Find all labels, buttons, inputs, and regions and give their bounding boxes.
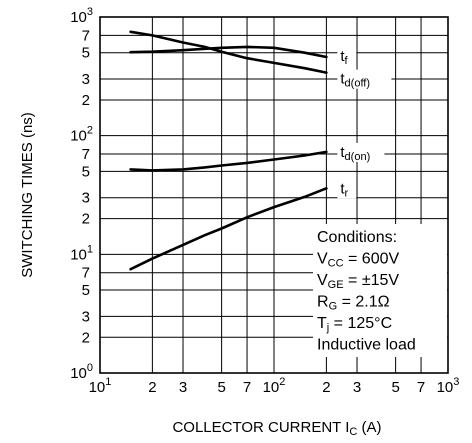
series-line-tdoff bbox=[129, 30, 328, 74]
series-labels: tf td(off) td(on) tr bbox=[337, 47, 392, 199]
y-tick-label: 3 bbox=[82, 71, 90, 88]
condition-line: Tj = 125°C bbox=[317, 315, 392, 334]
condition-line: RG = 2.1Ω bbox=[317, 294, 390, 313]
series-lines bbox=[129, 30, 328, 271]
x-tick-label: 7 bbox=[243, 379, 251, 396]
plot-border bbox=[99, 16, 449, 374]
series-label-bg bbox=[337, 47, 357, 67]
y-tick-label: 7 bbox=[82, 265, 90, 282]
y-tick-label: 7 bbox=[82, 27, 90, 44]
series-label-tf: tf bbox=[340, 48, 348, 67]
series-line-tdon bbox=[129, 150, 328, 172]
y-tick-label: 101 bbox=[70, 243, 93, 263]
x-tick-label: 2 bbox=[322, 379, 330, 396]
y-tick-label: 103 bbox=[70, 6, 93, 26]
y-tick-label: 5 bbox=[82, 163, 90, 180]
conditions-box: Conditions: VCC = 600V VGE = ±15V RG = 2.1Ω… bbox=[313, 224, 447, 357]
series-label-tdon: td(on) bbox=[340, 144, 370, 163]
x-tick-label: 2 bbox=[148, 379, 156, 396]
y-tick-label: 3 bbox=[82, 190, 90, 207]
conditions-bg bbox=[313, 224, 447, 357]
x-tick-label: 101 bbox=[89, 376, 112, 396]
y-tick-label: 3 bbox=[82, 308, 90, 325]
y-tick-label: 102 bbox=[70, 125, 93, 145]
series-label-bg bbox=[337, 142, 385, 162]
y-axis-label: SWITCHING TIMES (ns) bbox=[19, 112, 36, 278]
x-tick-label: 3 bbox=[179, 379, 187, 396]
y-tick-label: 2 bbox=[82, 211, 90, 228]
y-tick-label: 100 bbox=[70, 362, 93, 382]
y-tick-label: 5 bbox=[82, 45, 90, 62]
x-tick-label: 103 bbox=[437, 376, 460, 396]
series-line-tr bbox=[129, 187, 328, 271]
series-label-bg bbox=[337, 69, 392, 89]
condition-line: Inductive load bbox=[317, 337, 416, 354]
condition-line: VGE = ±15V bbox=[317, 272, 399, 291]
x-tick-label: 7 bbox=[417, 379, 425, 396]
x-tick-label: 102 bbox=[263, 376, 286, 396]
x-tick-label: 5 bbox=[217, 379, 225, 396]
condition-line: VCC = 600V bbox=[317, 251, 399, 270]
y-tick-label: 7 bbox=[82, 146, 90, 163]
y-tick-label: 5 bbox=[82, 282, 90, 299]
x-tick-labels: 101 2 3 5 7 102 2 3 5 7 103 bbox=[89, 376, 460, 396]
y-tick-label: 2 bbox=[82, 329, 90, 346]
series-line-tf bbox=[129, 45, 328, 59]
x-tick-label: 3 bbox=[353, 379, 361, 396]
x-tick-label: 5 bbox=[391, 379, 399, 396]
x-axis-label: COLLECTOR CURRENT IC (A) bbox=[172, 419, 381, 438]
series-label-bg bbox=[337, 179, 357, 199]
conditions-title: Conditions: bbox=[317, 229, 397, 246]
series-label-tr: tr bbox=[340, 180, 348, 199]
series-label-tdoff: td(off) bbox=[340, 71, 370, 90]
plot-frame bbox=[99, 16, 449, 374]
y-tick-label: 2 bbox=[82, 92, 90, 109]
